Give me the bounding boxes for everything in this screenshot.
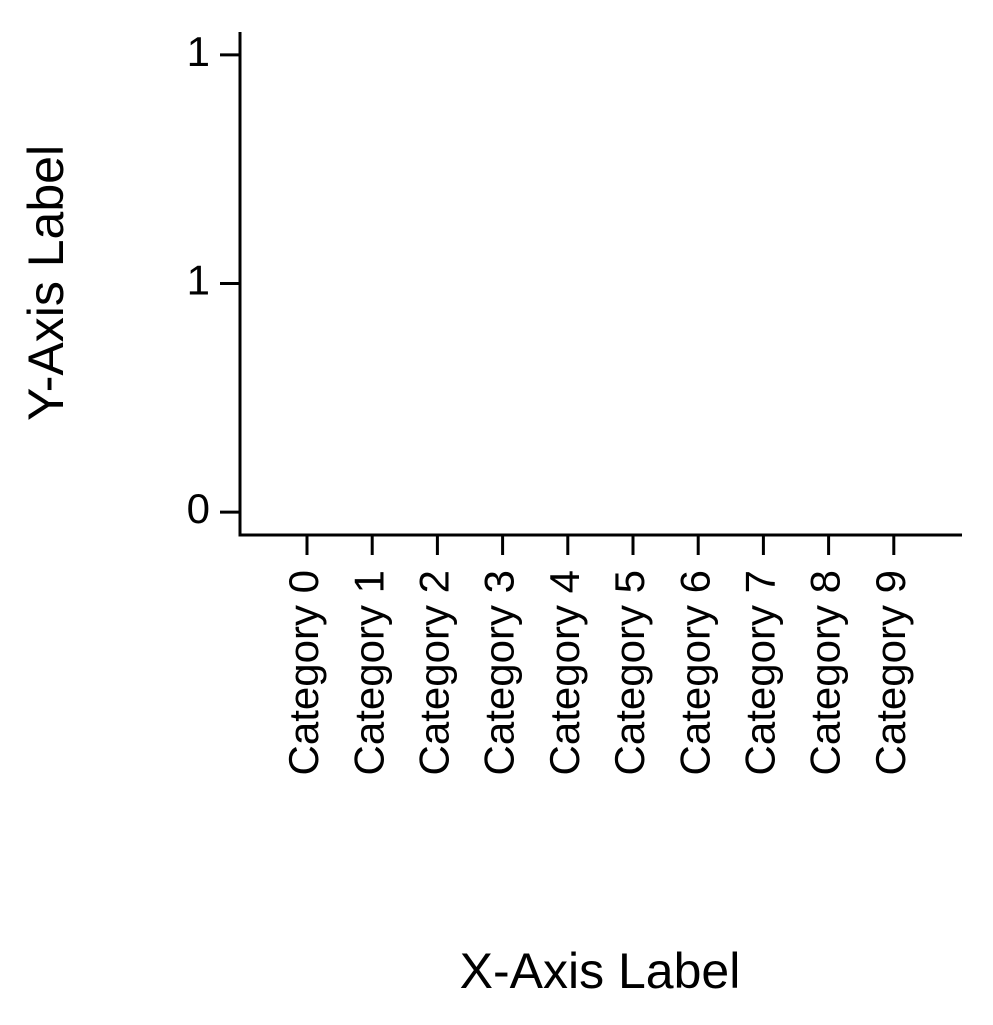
x-axis-label: X-Axis Label (460, 943, 741, 999)
y-tick-label: 1 (187, 28, 210, 75)
x-tick-label: Category 3 (476, 570, 523, 775)
x-tick-label: Category 7 (736, 570, 783, 775)
x-tick-label: Category 1 (345, 570, 392, 775)
y-tick-label: 1 (187, 257, 210, 304)
x-tick-label: Category 8 (802, 570, 849, 775)
y-tick-label: 0 (187, 485, 210, 532)
x-tick-label: Category 2 (410, 570, 457, 775)
x-tick-label: Category 5 (606, 570, 653, 775)
x-tick-label: Category 9 (867, 570, 914, 775)
x-tick-label: Category 0 (280, 570, 327, 775)
x-tick-label: Category 6 (671, 570, 718, 775)
y-axis-label: Y-Axis Label (18, 145, 74, 421)
x-tick-label: Category 4 (541, 570, 588, 775)
